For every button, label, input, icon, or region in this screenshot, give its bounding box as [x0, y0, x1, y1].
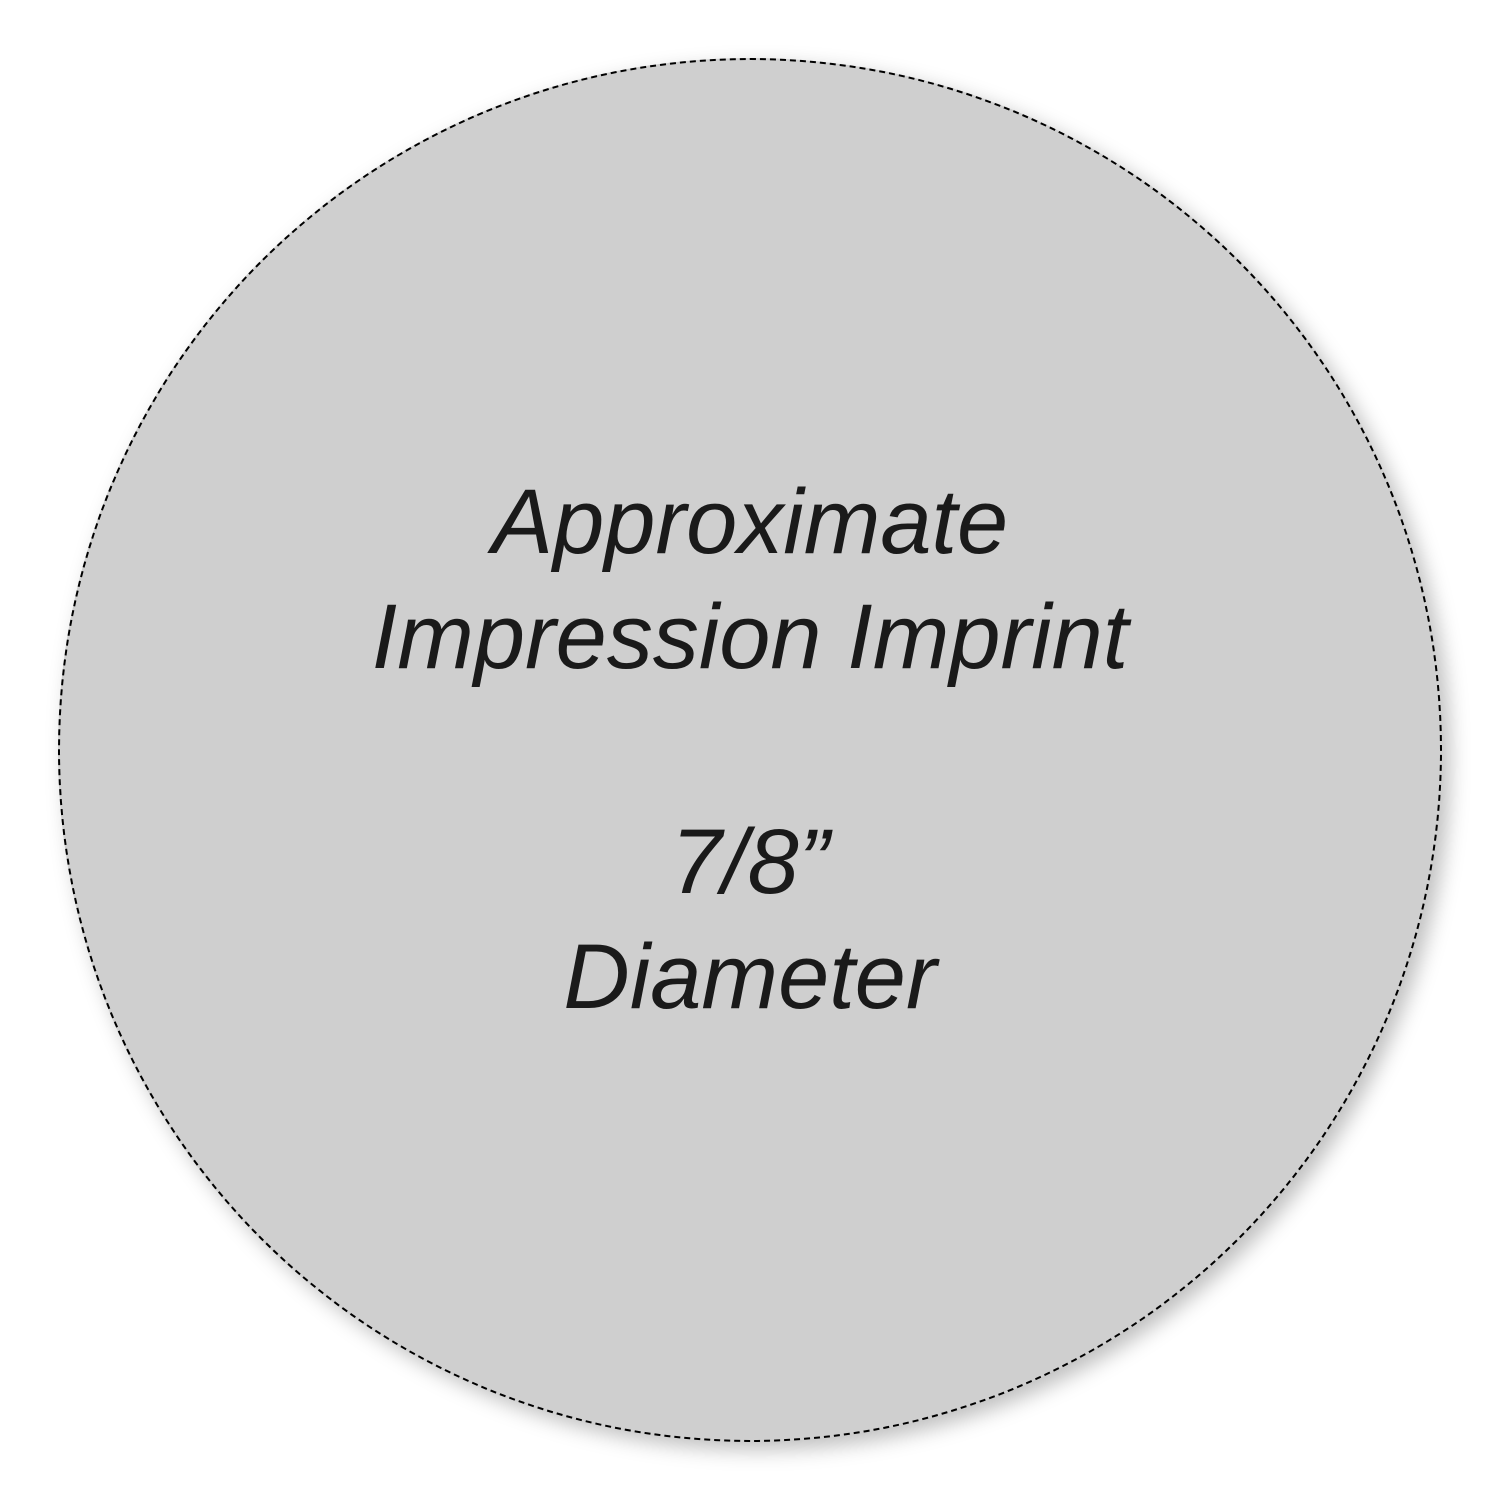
- line-size: 7/8”: [563, 805, 936, 920]
- line-diameter: Diameter: [563, 920, 936, 1035]
- text-group-2: 7/8” Diameter: [563, 805, 936, 1035]
- imprint-circle: Approximate Impression Imprint 7/8” Diam…: [58, 58, 1442, 1442]
- line-impression-imprint: Impression Imprint: [372, 580, 1129, 695]
- text-group-1: Approximate Impression Imprint: [372, 465, 1129, 695]
- line-approximate: Approximate: [372, 465, 1129, 580]
